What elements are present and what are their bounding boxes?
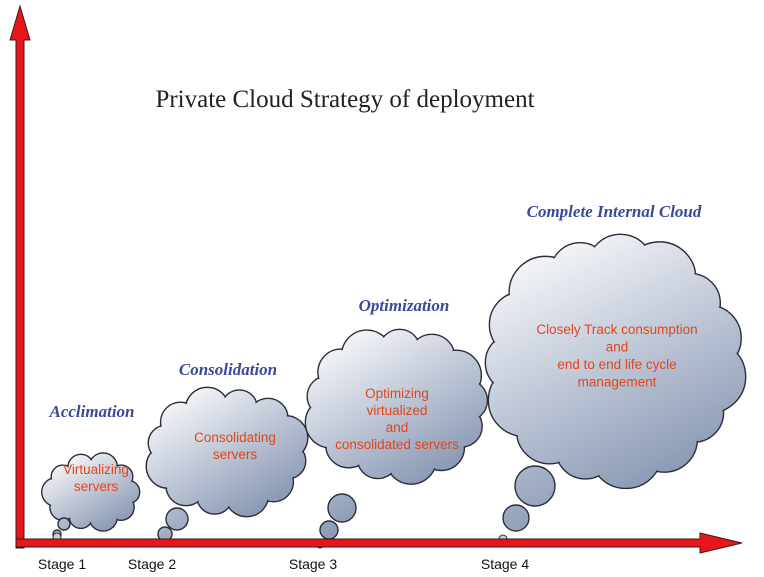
thought-bubble xyxy=(319,520,339,540)
cloud xyxy=(41,452,141,532)
cloud-text: and xyxy=(606,340,629,355)
cloud-text: management xyxy=(578,375,657,390)
thought-bubble xyxy=(514,465,556,507)
cloud-text: Closely Track consumption xyxy=(536,322,697,337)
cloud-text: Consolidating xyxy=(194,430,276,445)
cloud xyxy=(145,386,309,518)
stage-heading: Consolidation xyxy=(179,360,277,379)
thought-bubble xyxy=(57,517,71,531)
cloud-text: Optimizing xyxy=(365,386,429,401)
stage-label: Stage 4 xyxy=(481,556,529,572)
thought-bubble xyxy=(502,504,530,532)
cloud-text: end to end life cycle xyxy=(557,357,676,372)
cloud-text: servers xyxy=(213,447,258,462)
cloud-text: Virtualizing xyxy=(63,462,129,477)
cloud-text: and xyxy=(386,420,409,435)
cloud xyxy=(304,328,489,485)
stage-label: Stage 1 xyxy=(38,556,86,572)
cloud xyxy=(484,233,747,490)
cloud-text: servers xyxy=(74,479,119,494)
cloud-text: consolidated servers xyxy=(335,437,459,452)
title: Private Cloud Strategy of deployment xyxy=(155,86,534,113)
stage-label: Stage 2 xyxy=(128,556,176,572)
cloud-text: virtualized xyxy=(367,403,428,418)
stage-heading: Optimization xyxy=(359,296,450,315)
stage-heading: Acclimation xyxy=(49,402,135,421)
vertical-arrow xyxy=(9,4,31,549)
thought-bubble xyxy=(165,507,189,531)
horizontal-arrow xyxy=(15,532,743,554)
stage-heading: Complete Internal Cloud xyxy=(527,202,702,221)
thought-bubble xyxy=(327,493,357,523)
stage-label: Stage 3 xyxy=(289,556,337,572)
